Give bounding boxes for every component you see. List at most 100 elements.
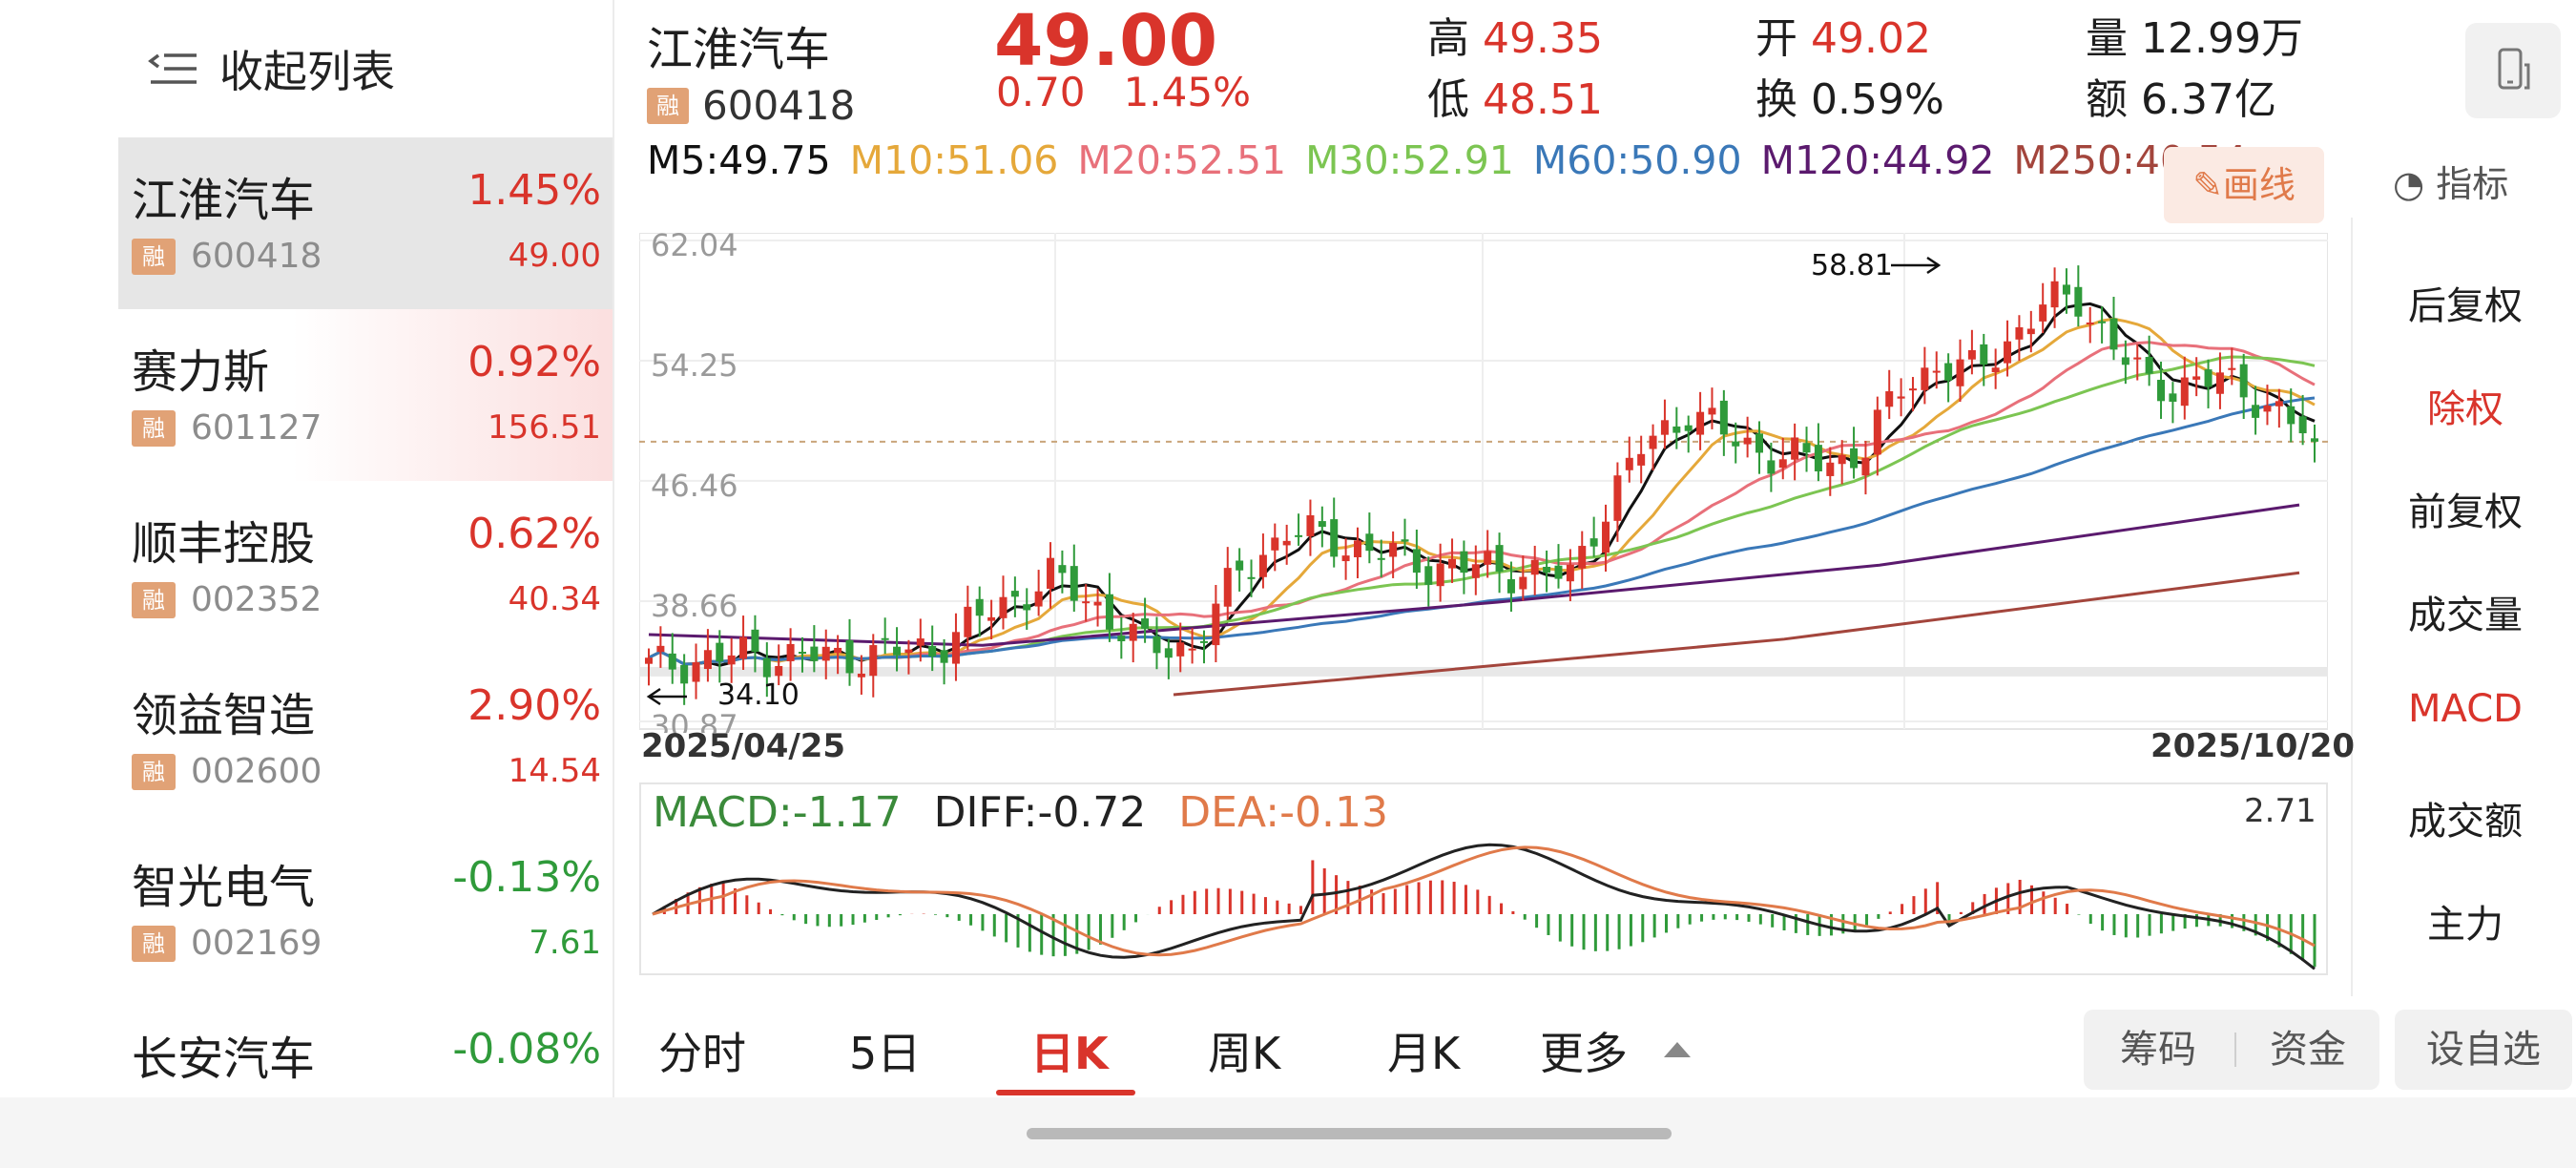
stock-item-name: 江淮汽车 [132, 174, 316, 227]
candle-body [1176, 642, 1185, 657]
stock-item-price: 7.61 [529, 924, 601, 962]
candle-body [821, 646, 830, 661]
ma250-line [1173, 571, 2300, 697]
candle-body [1543, 566, 1551, 574]
stock-list-item[interactable]: 领益智造 2.90% 融 002600 14.54 [118, 653, 613, 824]
candle-body [2287, 406, 2296, 425]
candle-body [1282, 540, 1291, 546]
tab-1[interactable]: 5日 [849, 1028, 922, 1079]
candle-body [916, 638, 924, 646]
stock-item-name: 顺丰控股 [132, 517, 316, 571]
high-stat: 高 49.35 [1427, 14, 1603, 63]
price-change: 0.70 1.45% [996, 69, 1251, 115]
candle-body [2252, 405, 2260, 418]
candle-body [1010, 591, 1019, 597]
kline-chart[interactable]: 62.04 54.25 46.46 38.66 30.87 58.81 34.10 [639, 233, 2328, 733]
candle-body [1023, 604, 1031, 611]
menu-item[interactable]: 后复权 [2408, 284, 2523, 328]
candle-body [1696, 411, 1705, 435]
collapse-list-button[interactable]: 收起列表 [118, 0, 613, 137]
candle-body [2204, 369, 2212, 387]
macd-panel[interactable] [639, 782, 2328, 975]
candle-body [668, 653, 676, 670]
stock-list-item[interactable]: 江淮汽车 1.45% 融 600418 49.00 [118, 137, 613, 309]
draw-line-button[interactable]: ✎画线 [2164, 147, 2324, 223]
candle-body [1719, 400, 1728, 435]
funds-button[interactable]: 资金 [2270, 1028, 2346, 1072]
volume-band [639, 666, 2328, 677]
candle-body [1530, 559, 1539, 575]
candle-body [1258, 554, 1267, 577]
candles [645, 265, 2318, 705]
stock-list-item[interactable]: 长安汽车-0.08%融 [118, 996, 613, 1097]
collapse-list-icon [148, 53, 197, 84]
stock-item-price: 49.00 [508, 237, 601, 275]
stock-list-item[interactable]: 智光电气 -0.13% 融 002169 7.61 [118, 824, 613, 996]
indicator-button[interactable]: ◔ 指标 [2393, 163, 2509, 205]
candle-body [1932, 370, 1941, 373]
candle-body [1353, 540, 1361, 557]
y-tick-label: 30.87 [651, 708, 738, 733]
dea-value: DEA:-0.13 [1178, 788, 1388, 837]
candle-body [1944, 363, 1953, 381]
phone-rotate-icon [2498, 48, 2530, 90]
candle-body [1708, 407, 1716, 415]
home-indicator[interactable] [1027, 1128, 1672, 1139]
candle-body [1967, 349, 1976, 360]
stock-item-price: 156.51 [488, 408, 601, 447]
period-tabs: 分时 5日 日K 周K 月K 更多 [614, 1002, 2332, 1097]
tab-0[interactable]: 分时 [658, 1028, 746, 1079]
stock-item-code: 002600 [191, 752, 322, 791]
candle-body [2180, 377, 2189, 407]
adjustment-menu: 后复权除权前复权成交量 MACD 成交额主力 [2351, 218, 2576, 996]
active-tab-indicator [996, 1090, 1135, 1095]
stock-list-item[interactable]: 顺丰控股 0.62% 融 002352 40.34 [118, 481, 613, 653]
tab-4[interactable]: 月K [1387, 1028, 1461, 1079]
candle-body [928, 645, 937, 657]
tab-2[interactable]: 日K [1030, 1028, 1109, 1079]
menu-item[interactable]: 成交额 [2408, 800, 2523, 844]
candle-body [845, 639, 854, 674]
margin-badge: 融 [132, 754, 176, 790]
candle-body [857, 673, 865, 678]
min-price-annotation: 34.10 [717, 678, 800, 712]
stock-item-name: 赛力斯 [132, 345, 270, 399]
add-watchlist-button[interactable]: 设自选 [2395, 1010, 2572, 1090]
candle-body [739, 636, 748, 659]
candle-body [1613, 475, 1622, 521]
candle-body [810, 646, 819, 661]
stock-item-code: 002169 [191, 924, 322, 963]
kline-grid [639, 233, 2328, 729]
max-price-annotation: 58.81 [1811, 249, 1893, 282]
chips-button[interactable]: 筹码 [2120, 1028, 2196, 1072]
stock-item-code: 002352 [191, 580, 322, 619]
tab-5[interactable]: 更多 [1540, 1028, 1628, 1079]
candle-body [2145, 357, 2153, 374]
menu-item[interactable]: MACD [2408, 687, 2523, 731]
candle-body [881, 637, 889, 640]
candle-body [1105, 594, 1113, 630]
candle-body [1991, 367, 2000, 373]
stock-list-item[interactable]: 赛力斯 0.92% 融 601127 156.51 [118, 309, 613, 481]
candle-body [2311, 438, 2318, 442]
ma-legend: M5:49.75 M10:51.06 M20:52.51 M30:52.91 M60:5… [647, 136, 2247, 185]
stock-item-code: 600418 [191, 237, 322, 276]
candle-body [1448, 558, 1457, 569]
landscape-toggle-button[interactable] [2465, 23, 2561, 118]
candle-body [1897, 396, 1905, 399]
tab-3[interactable]: 周K [1208, 1028, 1281, 1079]
candle-body [1554, 565, 1563, 579]
candle-body [2215, 372, 2224, 394]
menu-item[interactable]: 主力 [2427, 903, 2503, 947]
menu-item[interactable]: 除权 [2427, 387, 2503, 431]
stock-item-price: 40.34 [508, 580, 601, 618]
menu-item[interactable]: 前复权 [2408, 490, 2523, 534]
candle-body [1141, 618, 1150, 629]
date-start: 2025/04/25 [641, 727, 846, 765]
candle-body [2109, 318, 2118, 350]
menu-item[interactable]: 成交量 [2408, 594, 2523, 637]
ma-legend-item: M60:50.90 [1532, 137, 1742, 183]
candle-body [1873, 409, 1881, 455]
stock-item-change: 0.62% [467, 510, 601, 558]
candle-body [2192, 376, 2201, 380]
